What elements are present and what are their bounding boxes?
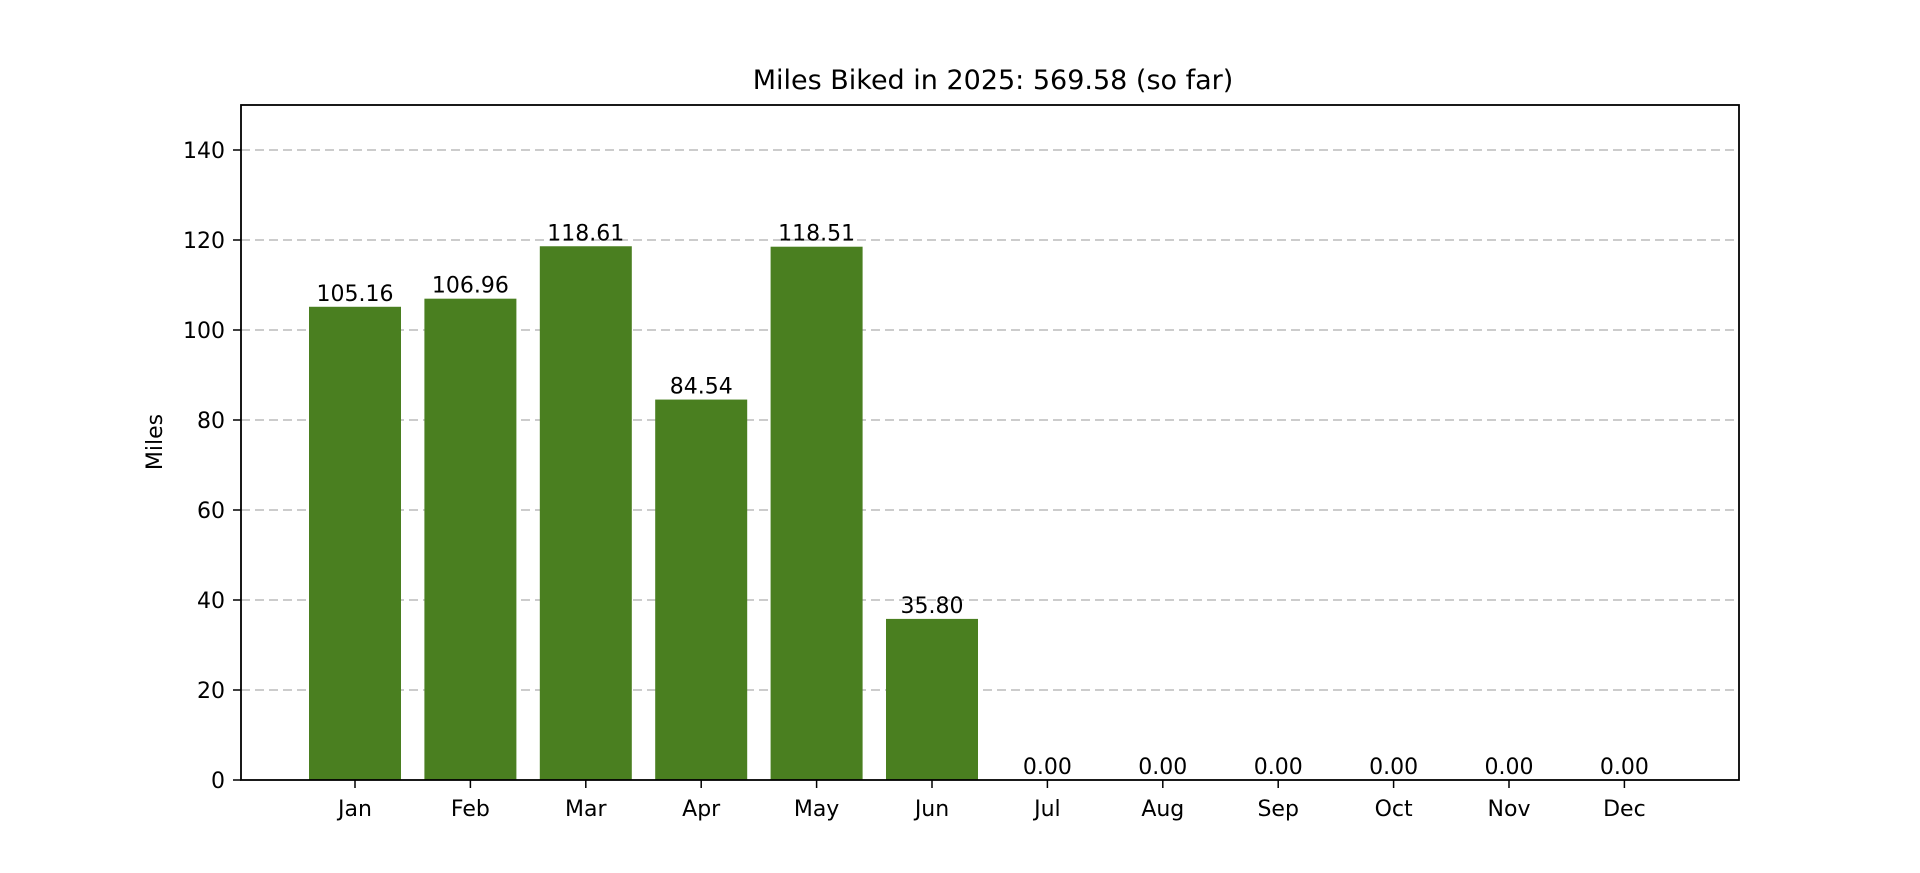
y-tick-label: 40 xyxy=(197,589,225,614)
data-label: 0.00 xyxy=(1023,755,1072,780)
x-tick-label: Jun xyxy=(913,797,949,822)
grid-lines xyxy=(241,149,1739,691)
data-label: 84.54 xyxy=(670,375,733,400)
y-tick-label: 100 xyxy=(183,319,225,344)
y-tick-label: 0 xyxy=(211,769,225,794)
x-tick-label: Oct xyxy=(1375,797,1413,822)
bar-feb xyxy=(424,298,517,780)
data-labels: 105.16 106.96 118.61 84.54 118.51 35.80 0.00 0.… xyxy=(317,221,1649,780)
data-label: 0.00 xyxy=(1369,755,1418,780)
y-axis-ticks: 0 20 40 60 80 100 120 140 xyxy=(183,139,241,794)
bar-jun xyxy=(886,618,978,780)
y-axis-label: Miles xyxy=(143,414,168,470)
data-label: 0.00 xyxy=(1600,755,1649,780)
y-tick-label: 60 xyxy=(197,499,225,524)
data-label: 0.00 xyxy=(1138,755,1187,780)
chart-title: Miles Biked in 2025: 569.58 (so far) xyxy=(753,65,1234,96)
x-tick-label: May xyxy=(794,797,839,822)
data-label: 35.80 xyxy=(901,594,964,619)
data-label: 0.00 xyxy=(1254,755,1303,780)
x-tick-label: Mar xyxy=(565,797,607,822)
x-axis-ticks: Jan Feb Mar Apr May Jun Jul Aug Sep Oct Nov Dec xyxy=(336,780,1646,822)
x-tick-label: Nov xyxy=(1488,797,1531,822)
data-label: 105.16 xyxy=(317,282,394,307)
y-tick-label: 140 xyxy=(183,139,225,164)
x-tick-label: Apr xyxy=(682,797,721,822)
x-tick-label: Jan xyxy=(336,797,372,822)
bar-jan xyxy=(309,306,401,780)
x-tick-label: Feb xyxy=(451,797,490,822)
plot-frame xyxy=(240,104,1740,781)
data-label: 118.61 xyxy=(547,221,624,246)
x-tick-label: Sep xyxy=(1257,797,1298,822)
data-label: 0.00 xyxy=(1485,755,1534,780)
data-label: 118.51 xyxy=(778,222,855,247)
y-tick-label: 120 xyxy=(183,229,225,254)
bar-mar xyxy=(539,246,632,780)
data-label: 106.96 xyxy=(432,274,509,299)
y-tick-label: 20 xyxy=(197,679,225,704)
x-tick-label: Dec xyxy=(1603,797,1646,822)
y-tick-label: 80 xyxy=(197,409,225,434)
bar-may xyxy=(770,246,863,780)
bars xyxy=(309,246,978,780)
bar-apr xyxy=(655,399,748,780)
x-tick-label: Jul xyxy=(1032,797,1061,822)
x-tick-label: Aug xyxy=(1141,797,1184,822)
